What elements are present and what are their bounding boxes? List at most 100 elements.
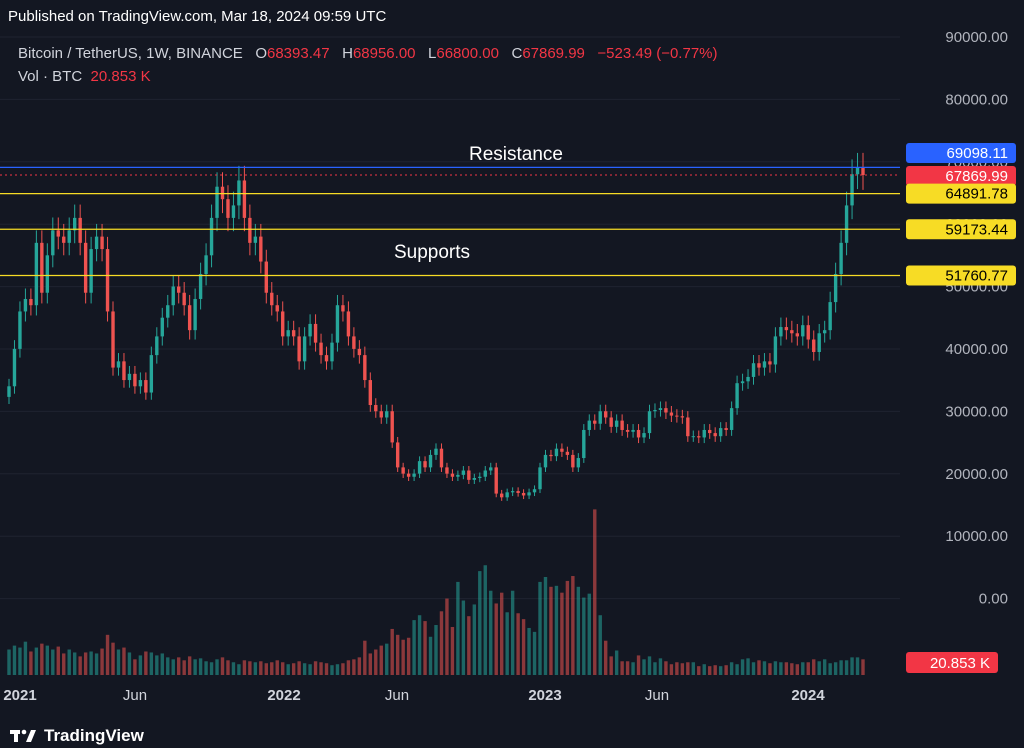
candle-body bbox=[757, 363, 761, 368]
candle-body bbox=[122, 361, 126, 381]
volume-bar bbox=[691, 662, 695, 675]
volume-bar bbox=[598, 615, 602, 675]
tradingview-logo-icon bbox=[10, 729, 36, 742]
volume-bar bbox=[521, 619, 526, 675]
candle-body bbox=[691, 436, 695, 438]
candle-body bbox=[543, 454, 548, 468]
volume-bar bbox=[215, 659, 219, 675]
volume-bar bbox=[313, 661, 318, 675]
candle-body bbox=[275, 305, 279, 312]
volume-bar bbox=[571, 576, 575, 675]
volume-bar bbox=[554, 585, 559, 675]
candle-body bbox=[636, 429, 641, 438]
volume-bar bbox=[198, 658, 203, 675]
volume-bar bbox=[40, 643, 44, 675]
candle-body bbox=[390, 411, 394, 443]
volume-bar bbox=[62, 653, 66, 675]
volume-bar bbox=[450, 626, 455, 675]
x-axis-tick-label: Jun bbox=[385, 687, 409, 704]
x-axis-tick-label: 2023 bbox=[528, 687, 561, 704]
volume-bar bbox=[669, 664, 674, 675]
volume-key[interactable]: Vol · BTC bbox=[18, 68, 83, 85]
candle-body bbox=[281, 311, 285, 337]
volume-bar bbox=[620, 661, 624, 675]
volume-bar bbox=[72, 652, 77, 675]
volume-bar bbox=[718, 666, 723, 675]
candle-body bbox=[330, 342, 334, 362]
candle-body bbox=[374, 405, 378, 412]
candle-body bbox=[461, 470, 466, 475]
price-tag-bg bbox=[906, 166, 1016, 186]
volume-bar bbox=[182, 660, 186, 675]
volume-bar bbox=[434, 625, 438, 675]
candle-body bbox=[828, 302, 832, 331]
annotation-label: Resistance bbox=[469, 144, 563, 165]
candle-body bbox=[51, 230, 55, 256]
volume-bar bbox=[171, 659, 175, 675]
volume-bar bbox=[51, 649, 55, 675]
candle-body bbox=[729, 408, 734, 430]
volume-bar bbox=[549, 586, 553, 675]
candle-body bbox=[412, 473, 416, 477]
volume-bar bbox=[291, 663, 296, 675]
candle-body bbox=[215, 186, 219, 218]
volume-bar bbox=[94, 653, 99, 675]
volume-bar bbox=[193, 659, 197, 675]
price-tag-label: 64891.78 bbox=[945, 186, 1008, 203]
candle-body bbox=[423, 461, 427, 468]
symbol-label[interactable]: Bitcoin / TetherUS, 1W, BINANCE bbox=[18, 45, 243, 62]
candle-body bbox=[735, 383, 739, 409]
published-label: Published on TradingView.com, Mar 18, 20… bbox=[8, 8, 387, 25]
volume-bar bbox=[505, 612, 509, 675]
volume-bar bbox=[335, 664, 340, 675]
volume-bar bbox=[510, 590, 515, 675]
candle-body bbox=[478, 476, 482, 478]
tradingview-logo[interactable]: TradingView bbox=[10, 726, 144, 746]
candle-body bbox=[335, 305, 340, 343]
candle-body bbox=[83, 242, 88, 293]
y-axis-tick-label: 0.00 bbox=[979, 591, 1008, 608]
volume-bar bbox=[812, 659, 816, 675]
candle-body bbox=[291, 330, 296, 337]
candle-body bbox=[773, 336, 778, 365]
volume-bar bbox=[839, 660, 843, 675]
volume-bar bbox=[516, 613, 520, 675]
candle-body bbox=[664, 408, 668, 413]
y-axis-tick-label: 10000.00 bbox=[945, 528, 1008, 545]
candle-body bbox=[790, 330, 794, 334]
candle-body bbox=[708, 429, 712, 434]
candle-body bbox=[193, 298, 197, 331]
candle-body bbox=[242, 180, 247, 218]
chart-legend: Bitcoin / TetherUS, 1W, BINANCE O68393.4… bbox=[18, 42, 718, 88]
volume-bar bbox=[12, 645, 17, 675]
annotation-label: Supports bbox=[394, 242, 470, 263]
volume-bar bbox=[499, 592, 504, 675]
x-axis-tick-label: Jun bbox=[123, 687, 147, 704]
candle-body bbox=[483, 470, 487, 477]
volume-bar bbox=[379, 645, 383, 675]
candle-body bbox=[724, 428, 728, 430]
volume-bar bbox=[357, 657, 362, 675]
candle-body bbox=[839, 242, 843, 275]
y-axis-tick-label: 30000.00 bbox=[945, 403, 1008, 420]
candle-body bbox=[226, 199, 230, 218]
volume-bar bbox=[757, 660, 761, 675]
candle-body bbox=[56, 230, 60, 237]
open-value: 68393.47 bbox=[267, 45, 330, 62]
candle-body bbox=[352, 336, 356, 349]
volume-bar bbox=[604, 640, 608, 675]
candle-body bbox=[155, 336, 159, 356]
y-axis-tick-label: 40000.00 bbox=[945, 341, 1008, 358]
volume-bar bbox=[850, 657, 854, 675]
candle-body bbox=[784, 327, 789, 331]
volume-bar bbox=[658, 658, 663, 675]
volume-bar bbox=[111, 642, 115, 675]
candle-body bbox=[308, 323, 312, 337]
volume-bar bbox=[828, 663, 832, 675]
volume-bar bbox=[253, 662, 258, 675]
x-axis-tick-label: Jun bbox=[645, 687, 669, 704]
volume-bar bbox=[7, 649, 11, 675]
volume-bar bbox=[795, 664, 800, 675]
footer: TradingView bbox=[0, 718, 1024, 748]
